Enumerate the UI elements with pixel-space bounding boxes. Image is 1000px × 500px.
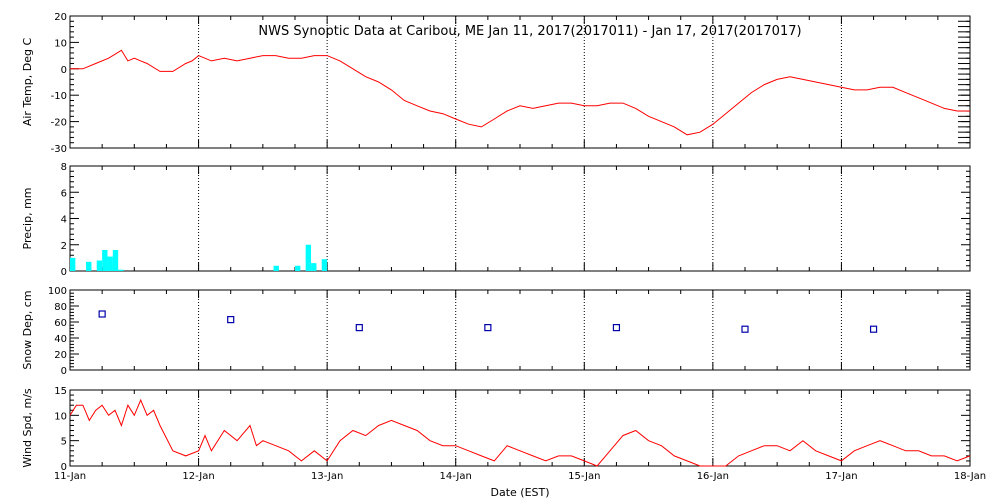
panel-frame — [69, 289, 971, 371]
panel-frame — [69, 389, 971, 467]
x-tick-label: 12-Jan — [182, 471, 214, 482]
x-axis-label: Date (EST) — [490, 486, 549, 499]
precip-bar — [321, 259, 328, 271]
y-axis-label: Wind Spd, m/s — [21, 388, 34, 468]
y-tick-label: 0 — [61, 65, 67, 76]
series-line — [70, 49, 970, 136]
precip-bar — [273, 265, 279, 271]
y-axis-label: Snow Dep, cm — [21, 290, 34, 369]
x-tick-label: 16-Jan — [697, 471, 729, 482]
precip-bar — [70, 257, 76, 271]
x-tick-label: 11-Jan — [54, 471, 86, 482]
precip-bar — [118, 269, 124, 271]
y-tick-label: 8 — [61, 162, 67, 173]
panel-0: -30 -20 -10 0 10 20 Air Temp, Deg C — [21, 12, 971, 155]
y-tick-label: 60 — [54, 318, 67, 329]
precip-bar — [96, 260, 103, 271]
y-tick-label: 40 — [54, 334, 67, 345]
x-tick-label: 15-Jan — [568, 471, 600, 482]
snow-depth-point — [741, 325, 749, 333]
y-axis-label: Air Temp, Deg C — [21, 38, 34, 127]
y-tick-label: 0 — [61, 462, 67, 473]
y-tick-label: -10 — [51, 91, 67, 102]
precip-bar — [295, 265, 301, 271]
x-tick-label: 17-Jan — [825, 471, 857, 482]
chart-title: NWS Synoptic Data at Caribou, ME Jan 11,… — [258, 24, 801, 39]
panel-2: 0 20 40 60 80 100 Snow Dep, cm — [21, 286, 971, 377]
snow-depth-point — [227, 316, 235, 324]
panel-1: 0 2 4 6 8 Precip, mm — [21, 162, 971, 278]
y-tick-label: 10 — [54, 38, 67, 49]
y-tick-label: 0 — [61, 267, 67, 278]
y-tick-label: 10 — [54, 411, 67, 422]
precip-bar — [107, 256, 113, 271]
x-tick-label: 18-Jan — [954, 471, 986, 482]
y-tick-label: 100 — [48, 286, 67, 297]
y-tick-label: 6 — [61, 188, 67, 199]
y-tick-label: 4 — [61, 215, 67, 226]
precip-bar — [311, 263, 317, 271]
x-tick-label: 13-Jan — [311, 471, 343, 482]
y-tick-label: -20 — [51, 118, 67, 129]
y-axis-label: Precip, mm — [21, 188, 34, 250]
y-tick-label: 5 — [61, 437, 67, 448]
precip-bar — [305, 244, 312, 271]
y-tick-label: 15 — [54, 386, 67, 397]
snow-depth-point — [869, 325, 878, 333]
snow-depth-point — [612, 324, 621, 332]
precip-bar — [112, 250, 119, 271]
y-tick-label: 0 — [61, 366, 67, 377]
y-tick-label: 80 — [54, 302, 67, 313]
x-tick-label: 14-Jan — [440, 471, 472, 482]
y-tick-label: -30 — [51, 144, 67, 155]
precip-bar — [86, 261, 92, 271]
snow-depth-point — [355, 324, 363, 332]
precip-bar — [102, 250, 108, 271]
series-line — [69, 398, 971, 467]
y-tick-label: 20 — [54, 350, 67, 361]
panel-3: 0 5 10 15 Wind Spd, m/s 11-Jan 12-Jan 13-Jan 14-… — [21, 386, 986, 499]
panel-frame — [69, 165, 971, 272]
snow-depth-point — [484, 324, 492, 332]
snow-depth-point — [98, 310, 106, 318]
y-tick-label: 20 — [54, 12, 67, 23]
y-tick-label: 2 — [61, 241, 67, 252]
